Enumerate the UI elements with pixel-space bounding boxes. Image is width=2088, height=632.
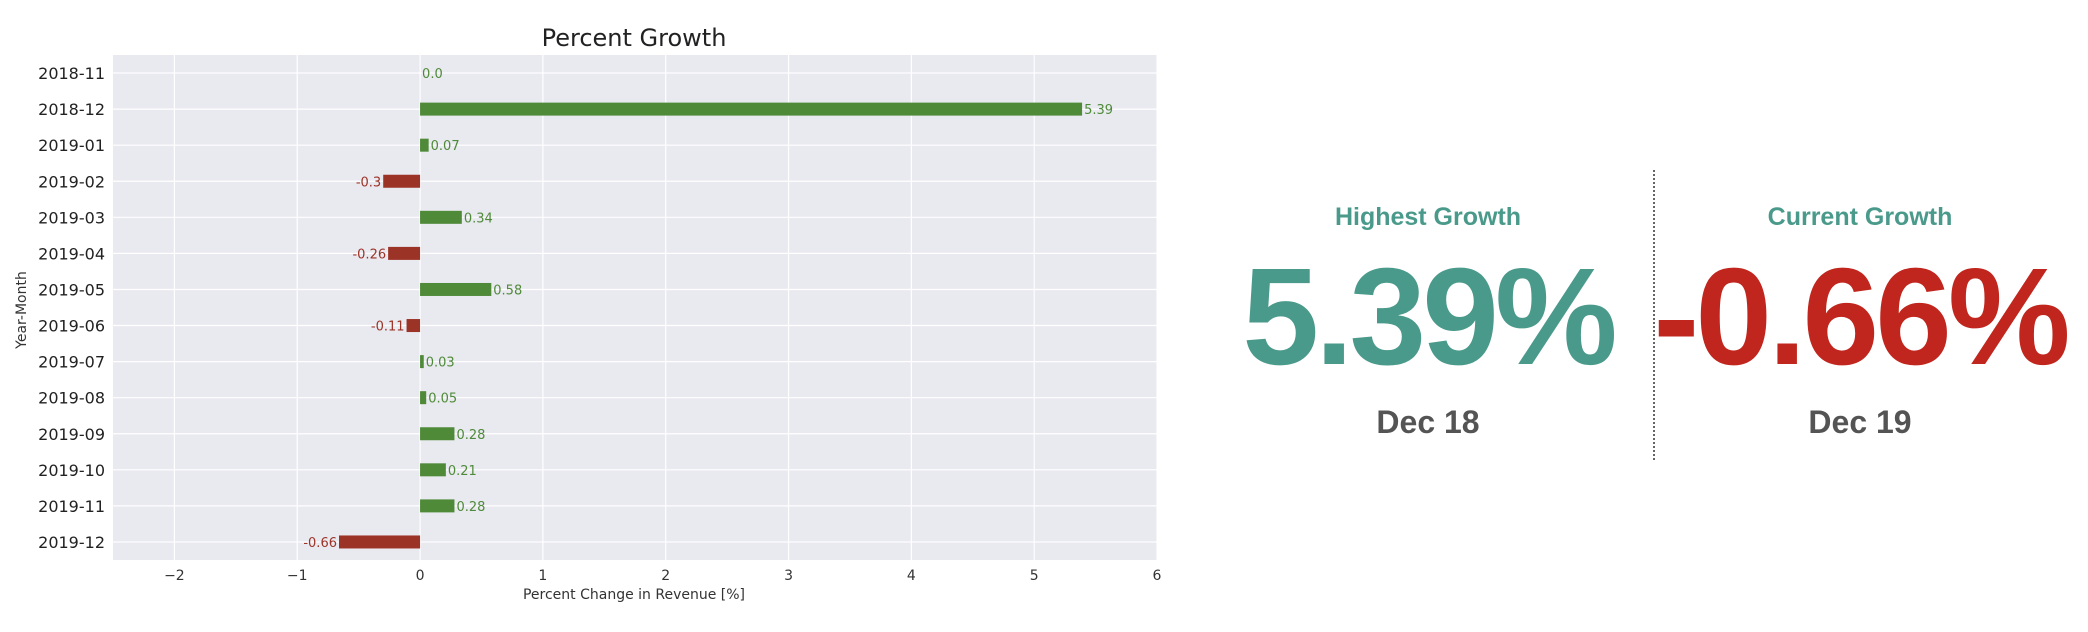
percent-growth-chart: Percent Growth Percent Change in Revenue…: [14, 24, 1162, 603]
bar-value-label: 0.05: [428, 392, 457, 407]
bar-value-label: 0.0: [422, 67, 443, 82]
x-tick-label: 3: [784, 568, 793, 584]
x-tick-label: 0: [416, 568, 425, 584]
y-axis-label: Year-Month: [14, 271, 30, 350]
bar-value-label: 0.58: [493, 283, 522, 298]
bar: [420, 427, 455, 441]
chart-svg: Percent Growth Percent Change in Revenue…: [14, 24, 1162, 603]
y-tick-label: 2019-12: [38, 533, 105, 552]
y-tick-label: 2019-01: [38, 136, 105, 155]
current-growth-label: Current Growth: [1767, 203, 1953, 231]
bar: [383, 174, 421, 188]
x-tick-label: 1: [538, 568, 547, 584]
chart-title: Percent Growth: [542, 24, 727, 52]
bar: [420, 102, 1083, 116]
bar-value-label: 0.07: [431, 139, 460, 154]
highest-growth-date: Dec 18: [1376, 404, 1480, 440]
y-tick-label: 2018-12: [38, 100, 105, 119]
bar: [420, 391, 427, 405]
current-growth-date: Dec 19: [1808, 404, 1912, 440]
bar: [388, 246, 421, 260]
y-tick-label: 2019-11: [38, 497, 105, 516]
bar-value-label: 0.03: [426, 356, 455, 371]
bar-value-label: -0.66: [303, 536, 337, 551]
highest-growth-label: Highest Growth: [1334, 203, 1522, 231]
bar: [406, 319, 421, 333]
x-tick-label: −1: [287, 568, 308, 584]
bar: [420, 355, 424, 369]
y-tick-label: 2019-03: [38, 208, 105, 227]
y-tick-label: 2019-02: [38, 172, 105, 191]
bar-value-label: 5.39: [1084, 103, 1113, 118]
bar-value-label: -0.26: [352, 247, 386, 262]
bar-value-label: 0.21: [448, 464, 477, 479]
bar-value-label: -0.3: [356, 175, 381, 190]
x-tick-label: 5: [1030, 568, 1039, 584]
y-tick-label: 2019-08: [38, 389, 105, 408]
bar-value-label: -0.11: [371, 320, 405, 335]
y-tick-label: 2019-07: [38, 353, 105, 372]
y-tick-label: 2019-05: [38, 280, 105, 299]
x-tick-label: −2: [164, 568, 185, 584]
y-tick-label: 2019-10: [38, 461, 105, 480]
x-axis-label: Percent Change in Revenue [%]: [523, 587, 745, 603]
current-growth-stat: Current Growth -0.66% Dec 19: [1650, 200, 2070, 441]
bar: [420, 138, 429, 152]
y-tick-label: 2019-09: [38, 425, 105, 444]
bar: [338, 535, 421, 549]
bar: [420, 282, 492, 296]
current-growth-value: -0.66%: [1653, 240, 2070, 394]
bar-value-label: 0.28: [456, 500, 485, 515]
y-tick-label: 2019-04: [38, 244, 105, 263]
x-tick-label: 4: [907, 568, 916, 584]
bar: [420, 210, 462, 224]
plot-area: −2 −1 0 1 2 3 4 5 6 2018-11 0.0 2018-12 5.39 2019-01 0…: [38, 55, 1162, 584]
plot-background: [113, 55, 1157, 560]
stat-divider: [1653, 170, 1655, 460]
y-tick-label: 2018-11: [38, 64, 105, 83]
bar: [420, 463, 446, 477]
y-tick-label: 2019-06: [38, 317, 105, 336]
highest-growth-stat: Highest Growth 5.39% Dec 18: [1218, 200, 1638, 441]
bar-value-label: 0.28: [456, 428, 485, 443]
x-tick-label: 2: [661, 568, 670, 584]
x-tick-label: 6: [1153, 568, 1162, 584]
bar: [420, 499, 455, 513]
highest-growth-value: 5.39%: [1242, 240, 1617, 394]
bar-value-label: 0.34: [464, 211, 493, 226]
